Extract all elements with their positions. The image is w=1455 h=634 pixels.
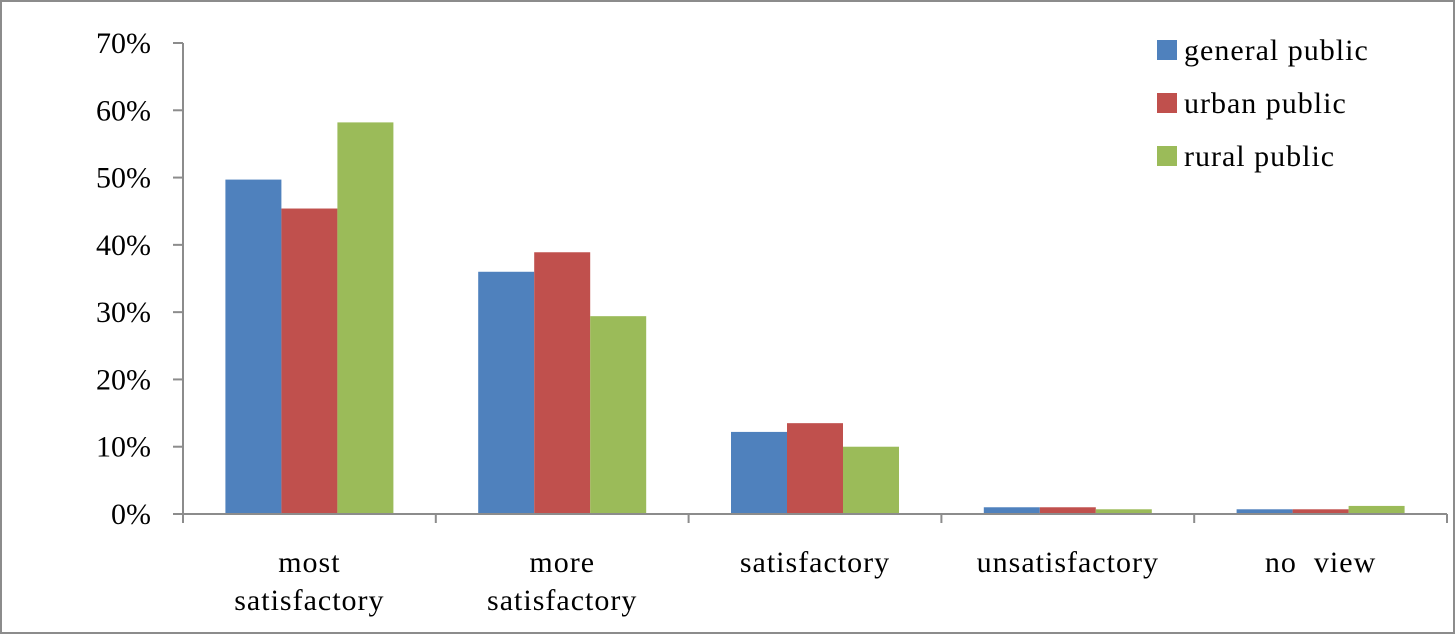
bar-urban-public	[281, 208, 338, 514]
legend-label: rural public	[1184, 140, 1335, 173]
y-tick-label: 10%	[96, 431, 151, 464]
bar-rural-public	[1348, 505, 1405, 514]
legend-label: urban public	[1184, 87, 1347, 120]
bar-general-public	[478, 271, 535, 514]
bar-rural-public	[843, 446, 899, 514]
bar-general-public	[1236, 509, 1293, 514]
bar-rural-public	[337, 122, 394, 514]
bar-rural-public	[590, 316, 647, 514]
bar-general-public	[225, 179, 282, 514]
x-category-label: most	[278, 546, 340, 579]
y-tick-label: 70%	[96, 27, 151, 60]
x-category-label: unsatisfactory	[977, 546, 1159, 579]
bar-general-public	[983, 507, 1040, 514]
y-tick-label: 40%	[96, 229, 151, 262]
legend-label: general public	[1184, 34, 1369, 67]
y-tick-label: 30%	[96, 296, 151, 329]
legend-swatch	[1157, 146, 1177, 166]
bar-urban-public	[534, 252, 591, 514]
bar-general-public	[731, 431, 787, 514]
bar-rural-public	[1095, 509, 1152, 514]
bar-urban-public	[787, 423, 843, 514]
legend-swatch	[1157, 93, 1177, 113]
y-tick-label: 20%	[96, 363, 151, 396]
y-tick-label: 50%	[96, 162, 151, 195]
bar-urban-public	[1039, 507, 1096, 514]
y-tick-label: 0%	[111, 498, 151, 531]
x-category-label: satisfactory	[234, 584, 384, 617]
x-category-label: satisfactory	[740, 546, 890, 579]
x-category-label: satisfactory	[487, 584, 637, 617]
y-tick-label: 60%	[96, 94, 151, 127]
x-category-label: more	[529, 546, 595, 579]
legend-swatch	[1157, 40, 1177, 60]
bar-urban-public	[1292, 509, 1349, 514]
x-category-label: no view	[1265, 546, 1376, 579]
